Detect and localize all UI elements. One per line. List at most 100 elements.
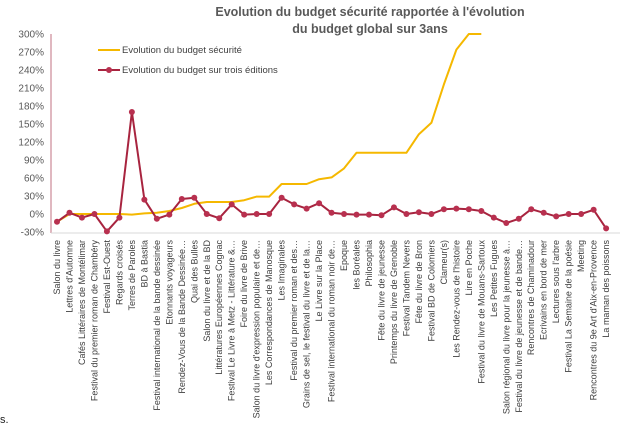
x-tick-label: Regards croisés <box>114 240 124 306</box>
x-tick-label: Meeting <box>576 240 586 272</box>
data-point <box>603 225 610 232</box>
y-tick-label: 0% <box>30 210 45 221</box>
data-point <box>440 206 447 213</box>
data-point <box>366 211 372 218</box>
x-tick-label: Festival international du roman noir de… <box>327 240 337 402</box>
y-tick-label: 30% <box>24 192 44 203</box>
data-point <box>341 211 348 217</box>
x-tick-label: Rendez-Vous de la Bande Dessinée… <box>177 240 187 394</box>
x-tick-label: Ecrivains en bord de mer <box>539 240 549 340</box>
x-tick-label: Rencontres de Chaminadour <box>526 240 536 355</box>
data-point <box>216 215 223 222</box>
data-point <box>478 208 485 214</box>
x-tick-label: BD à Bastia <box>139 240 149 288</box>
data-point <box>178 196 185 202</box>
data-point <box>228 201 235 208</box>
data-point <box>91 211 98 217</box>
data-point <box>103 228 110 235</box>
y-tick-label: 180% <box>18 102 44 113</box>
data-point <box>465 206 472 213</box>
x-tick-label: les Boréales <box>352 240 362 290</box>
data-point <box>241 211 248 218</box>
data-point <box>378 212 385 219</box>
data-point <box>415 209 422 216</box>
y-tick-label: 270% <box>18 48 44 59</box>
data-point <box>291 201 298 208</box>
data-point <box>253 211 260 217</box>
legend-marker <box>106 67 112 73</box>
x-tick-label: Les Imaginales <box>277 240 287 301</box>
data-point <box>191 194 198 201</box>
y-tick-label: 210% <box>18 84 44 95</box>
data-point <box>515 215 522 222</box>
legend-label-budget-securite: Evolution du budget sécurité <box>122 45 242 56</box>
data-point <box>128 109 135 115</box>
x-tick-label: Les Petites Fugues <box>489 240 499 318</box>
data-point <box>540 209 547 216</box>
data-point <box>528 206 535 213</box>
data-point <box>403 211 410 217</box>
x-tick-label: Festival Le Livre à Metz - Littérature &… <box>227 240 237 401</box>
x-tick-label: Festival du premier roman de Chambéry <box>89 240 99 402</box>
data-point <box>490 214 497 221</box>
x-tick-label: Festival Est-Ouest <box>102 240 112 314</box>
data-point <box>303 205 310 212</box>
x-tick-label: Fête du livre de Bron <box>414 240 424 324</box>
y-tick-label: 240% <box>18 66 44 77</box>
x-tick-label: Rencontres du 9e Art d'Aix-en-Provence <box>589 240 599 400</box>
x-tick-label: Littératures Européennes Cognac <box>214 240 224 375</box>
data-point <box>453 205 460 212</box>
y-tick-label: 300% <box>18 30 44 41</box>
x-tick-label: Festival international de la bande dessi… <box>152 240 162 411</box>
x-tick-label: Festival du livre de jeunesse et de band… <box>514 240 524 413</box>
y-tick-label: 90% <box>24 156 44 167</box>
x-tick-label: Salon du livre <box>52 240 62 295</box>
x-tick-label: Festival Tandem Nevers <box>401 240 411 337</box>
data-point <box>390 204 397 211</box>
x-tick-label: Printemps du livre de Grenoble <box>389 240 399 364</box>
data-point <box>353 211 360 218</box>
x-tick-label: Salon du livre et de la BD <box>202 240 212 342</box>
data-point <box>78 214 85 221</box>
y-tick-label: 150% <box>18 120 44 131</box>
data-point <box>203 211 210 217</box>
data-point <box>116 214 123 221</box>
footer-fragment: s. <box>0 414 9 426</box>
data-point <box>578 211 585 217</box>
data-point <box>328 209 335 216</box>
data-point <box>66 209 73 216</box>
data-point <box>166 211 173 218</box>
data-point <box>503 220 510 226</box>
y-tick-label: 120% <box>18 138 44 149</box>
x-tick-label: Festival du premier roman et des… <box>289 240 299 381</box>
x-tick-label: Philosophia <box>364 240 374 287</box>
x-tick-label: Les Rendez-vous de l'histoire <box>451 240 461 358</box>
x-tick-label: Lettres d'Automne <box>64 240 74 313</box>
series-line-0 <box>56 33 482 223</box>
x-tick-label: Le Livre sur la Place <box>314 240 324 322</box>
data-point <box>565 211 572 217</box>
x-tick-label: Clameur(s) <box>439 240 449 285</box>
legend-label-budget-trois-editions: Evolution du budget sur trois éditions <box>122 65 278 76</box>
chart-title-line-1: Evolution du budget sécurité rapportée à… <box>215 5 524 19</box>
data-point <box>153 215 160 222</box>
data-point <box>590 206 597 213</box>
data-point <box>278 194 285 201</box>
x-tick-label: Terres de Paroles <box>127 240 137 311</box>
x-tick-label: Festival La Semaine de la poésie <box>564 240 574 373</box>
x-tick-label: Quai des Bulles <box>189 240 199 304</box>
data-point <box>316 200 323 207</box>
y-tick-label: 60% <box>24 174 44 185</box>
data-point <box>54 218 60 225</box>
data-point <box>553 213 560 220</box>
x-tick-label: Cafés Littéraires de Montélimar <box>77 240 87 365</box>
x-tick-label: La maman des poissons <box>601 240 611 338</box>
x-tick-label: Salon du livre d'expression populaire et… <box>252 240 262 418</box>
x-tick-label: Les Correspondances de Manosque <box>264 240 274 385</box>
data-point <box>266 211 273 217</box>
x-tick-label: Foire du livre de Brive <box>239 240 249 328</box>
y-tick-label: -30% <box>21 228 44 239</box>
data-point <box>428 211 435 217</box>
x-tick-label: Salon régional du livre pour la jeunesse… <box>501 240 511 414</box>
